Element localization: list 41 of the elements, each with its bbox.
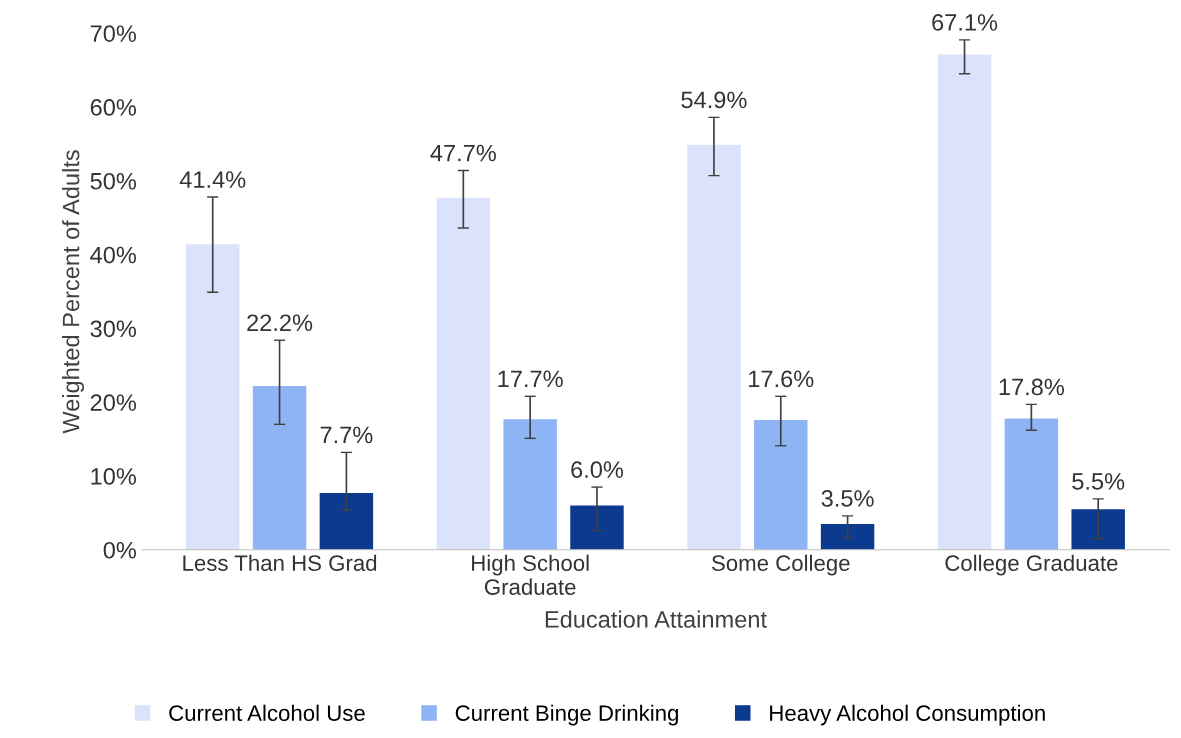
- data-label: 5.5%: [1072, 473, 1125, 490]
- data-label: 6.0%: [571, 461, 624, 478]
- bar: [570, 505, 624, 550]
- data-label: 17.7%: [498, 370, 563, 388]
- x-tick-label: Some College: [711, 554, 850, 576]
- y-axis-title: Weighted Percent of Adults: [62, 150, 85, 434]
- y-tick-label: 0%: [103, 541, 137, 559]
- data-label: 3.5%: [821, 490, 874, 507]
- y-tick-label: 20%: [90, 394, 137, 411]
- y-tick-label: 30%: [90, 320, 137, 338]
- y-tick-label: 40%: [90, 246, 137, 264]
- bar: [252, 385, 307, 550]
- bar: [1004, 418, 1059, 550]
- y-tick-label: 70%: [90, 25, 137, 42]
- bar: [185, 244, 240, 550]
- bar: [820, 523, 875, 550]
- bar: [436, 197, 491, 550]
- x-tick-label: Less Than HS Grad: [183, 554, 377, 571]
- y-tick-label: 10%: [91, 468, 137, 485]
- x-axis-title: Education Attainment: [545, 610, 767, 628]
- bar: [503, 419, 557, 550]
- bar: [754, 419, 808, 550]
- legend-label: Heavy Alcohol Consumption: [770, 704, 1045, 726]
- y-tick-label: 60%: [90, 99, 137, 116]
- data-label: 17.6%: [749, 370, 814, 388]
- bar: [687, 144, 741, 550]
- legend-label: Current Binge Drinking: [455, 704, 678, 726]
- data-label: 17.8%: [999, 378, 1064, 396]
- data-label: 47.7%: [430, 144, 496, 162]
- data-label: 22.2%: [247, 314, 313, 332]
- legend-label: Current Alcohol Use: [169, 704, 365, 721]
- y-tick-label: 50%: [90, 172, 137, 190]
- bar: [937, 54, 992, 550]
- x-tick-label: College Graduate: [945, 554, 1118, 576]
- data-label: 41.4%: [179, 171, 246, 188]
- x-tick-label: High School Graduate: [472, 554, 589, 595]
- data-label: 54.9%: [681, 91, 747, 109]
- data-label: 7.7%: [320, 426, 373, 444]
- bar: [1071, 509, 1125, 550]
- data-label: 67.1%: [932, 14, 998, 31]
- bar: [319, 492, 374, 550]
